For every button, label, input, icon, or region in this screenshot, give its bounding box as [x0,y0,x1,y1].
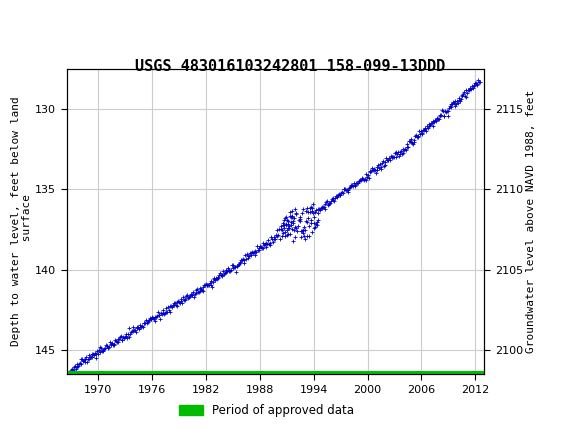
Y-axis label: Groundwater level above NAVD 1988, feet: Groundwater level above NAVD 1988, feet [525,90,535,353]
Text: USGS: USGS [26,10,81,28]
Legend: Period of approved data: Period of approved data [175,399,359,422]
Text: ≡: ≡ [5,9,23,29]
Y-axis label: Depth to water level, feet below land
 surface: Depth to water level, feet below land su… [11,97,32,346]
Text: USGS 483016103242801 158-099-13DDD: USGS 483016103242801 158-099-13DDD [135,59,445,74]
